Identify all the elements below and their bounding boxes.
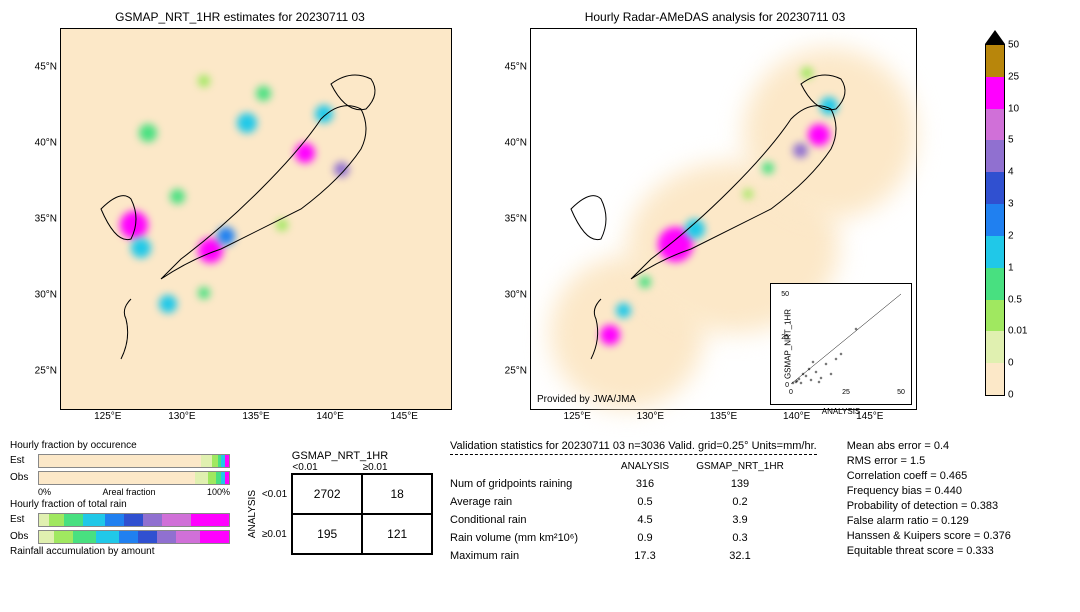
- colorbar: 502510543210.50.0100: [985, 44, 1005, 396]
- bar-total-est: [38, 513, 230, 527]
- axis-max: 100%: [207, 487, 230, 497]
- bars-panel: Hourly fraction by occurence Est Obs 0% A…: [10, 440, 230, 600]
- occurrence-title: Hourly fraction by occurence: [10, 440, 230, 451]
- bottom-panel: Hourly fraction by occurence Est Obs 0% A…: [10, 440, 1030, 600]
- total-rain-title: Hourly fraction of total rain: [10, 499, 230, 510]
- ct-row0: <0.01: [262, 489, 287, 500]
- stats-panel: Validation statistics for 20230711 03 n=…: [450, 440, 1030, 600]
- ct-cell-2: 195: [292, 514, 362, 554]
- svg-text:25: 25: [842, 389, 850, 396]
- ct-cell-0: 2702: [292, 474, 362, 514]
- stats-table: ANALYSIS GSMAP_NRT_1HR Num of gridpoints…: [450, 461, 817, 562]
- obs-label: Obs: [10, 472, 38, 483]
- colorbar-panel: 502510543210.50.0100: [960, 10, 1030, 430]
- svg-text:50: 50: [897, 389, 905, 396]
- colorbar-arrow: [985, 30, 1005, 44]
- accumulation-title: Rainfall accumulation by amount: [10, 546, 230, 557]
- svg-text:50: 50: [781, 291, 789, 298]
- contingency-ylabel: ANALYSIS: [247, 490, 258, 538]
- ct-col0: <0.01: [292, 462, 317, 473]
- left-map-panel: GSMAP_NRT_1HR estimates for 20230711 03 …: [10, 10, 470, 430]
- bar-occurrence-est: [38, 454, 230, 468]
- ct-cell-1: 18: [362, 474, 432, 514]
- obs-label2: Obs: [10, 531, 38, 542]
- stats-right: Mean abs error = 0.4RMS error = 1.5Corre…: [847, 440, 1011, 600]
- ct-cell-3: 121: [362, 514, 432, 554]
- attribution: Provided by JWA/JMA: [537, 394, 636, 405]
- left-map-title: GSMAP_NRT_1HR estimates for 20230711 03: [10, 10, 470, 24]
- stats-col2: GSMAP_NRT_1HR: [690, 461, 790, 472]
- contingency-grid: 2702 18 195 121: [291, 473, 433, 555]
- right-map: Provided by JWA/JMA 0 25 50 0: [530, 28, 917, 410]
- axis-label: Areal fraction: [102, 487, 155, 497]
- coastline-left: [61, 29, 451, 409]
- bar-total-obs: [38, 530, 230, 544]
- bar-occurrence-obs: [38, 471, 230, 485]
- dashboard: GSMAP_NRT_1HR estimates for 20230711 03 …: [10, 10, 1070, 600]
- svg-text:0: 0: [789, 389, 793, 396]
- ct-row1: ≥0.01: [262, 529, 287, 540]
- svg-text:0: 0: [785, 382, 789, 389]
- stats-title: Validation statistics for 20230711 03 n=…: [450, 440, 817, 452]
- scatter-ylabel: GSMAP_NRT_1HR: [784, 309, 793, 379]
- est-label: Est: [10, 455, 38, 466]
- stats-divider: [450, 454, 817, 455]
- est-label2: Est: [10, 514, 38, 525]
- stats-col1: ANALYSIS: [610, 461, 680, 472]
- ct-col1: ≥0.01: [363, 462, 388, 473]
- stats-left: Validation statistics for 20230711 03 n=…: [450, 440, 817, 600]
- contingency-title: GSMAP_NRT_1HR: [292, 450, 388, 462]
- left-map: 45°N40°N35°N30°N25°N125°E130°E135°E140°E…: [60, 28, 452, 410]
- right-map-panel: Hourly Radar-AMeDAS analysis for 2023071…: [480, 10, 950, 430]
- right-map-title: Hourly Radar-AMeDAS analysis for 2023071…: [480, 10, 950, 24]
- contingency-panel: GSMAP_NRT_1HR <0.01 ≥0.01 ANALYSIS <0.01…: [250, 450, 430, 600]
- axis-min: 0%: [38, 487, 51, 497]
- scatter-inset: 0 25 50 0 25 50 GSMAP_NRT_1HR ANALYSIS: [770, 283, 912, 405]
- scatter-xlabel: ANALYSIS: [822, 407, 861, 416]
